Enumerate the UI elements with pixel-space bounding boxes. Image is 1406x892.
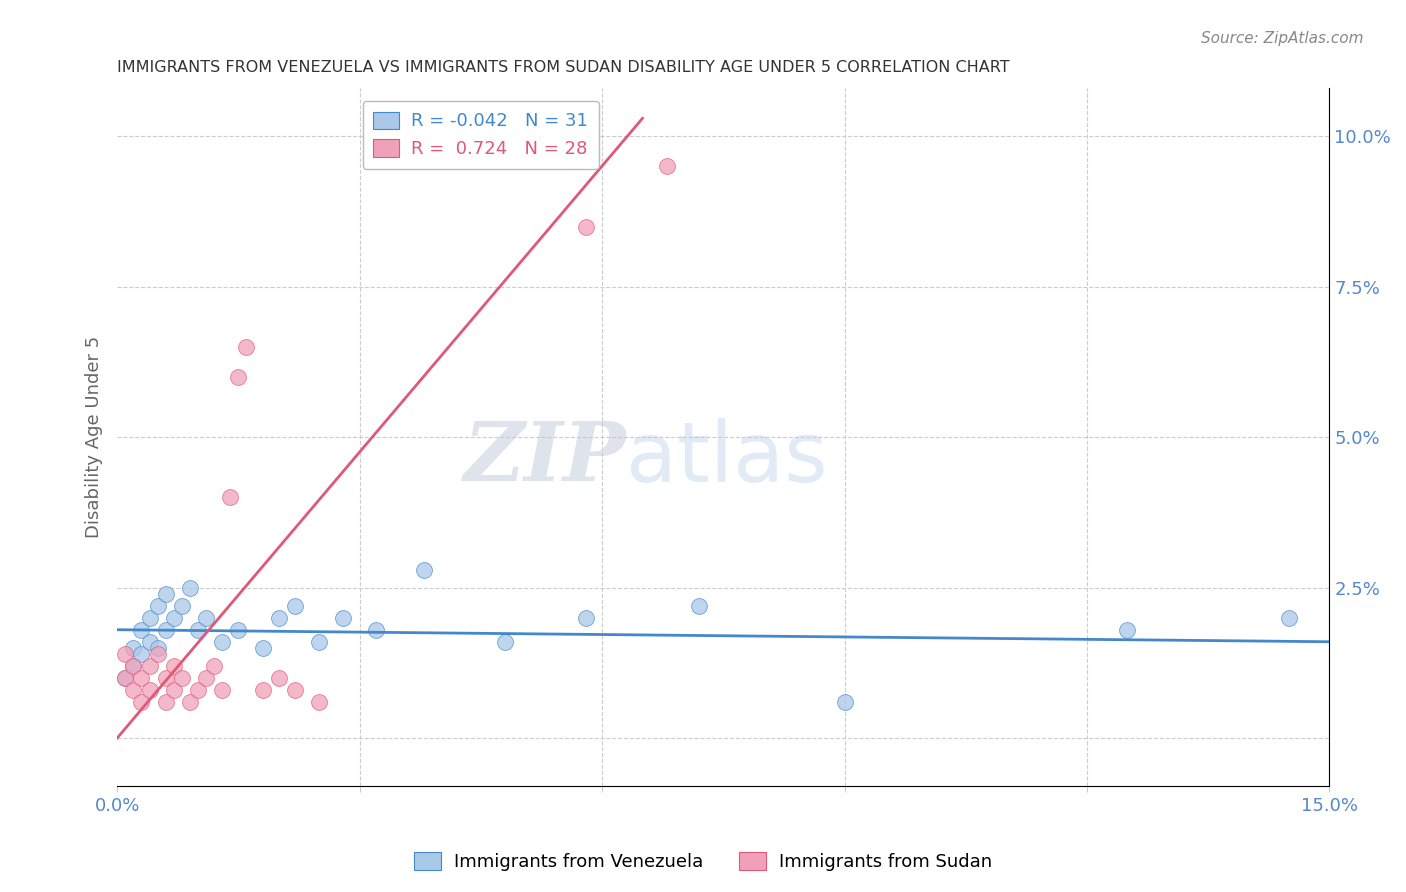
Point bbox=[170, 599, 193, 613]
Point bbox=[122, 682, 145, 697]
Point bbox=[163, 610, 186, 624]
Point bbox=[219, 491, 242, 505]
Point bbox=[655, 160, 678, 174]
Point bbox=[146, 640, 169, 655]
Point bbox=[202, 658, 225, 673]
Text: Source: ZipAtlas.com: Source: ZipAtlas.com bbox=[1201, 31, 1364, 46]
Point bbox=[575, 219, 598, 234]
Point bbox=[332, 610, 354, 624]
Point bbox=[364, 623, 387, 637]
Point bbox=[122, 658, 145, 673]
Point bbox=[575, 610, 598, 624]
Point bbox=[155, 671, 177, 685]
Point bbox=[131, 695, 153, 709]
Point bbox=[252, 640, 274, 655]
Point bbox=[308, 634, 330, 648]
Text: ZIP: ZIP bbox=[464, 418, 626, 498]
Point bbox=[179, 695, 201, 709]
Point bbox=[155, 586, 177, 600]
Point bbox=[211, 634, 233, 648]
Point bbox=[267, 610, 290, 624]
Point bbox=[138, 610, 160, 624]
Text: IMMIGRANTS FROM VENEZUELA VS IMMIGRANTS FROM SUDAN DISABILITY AGE UNDER 5 CORREL: IMMIGRANTS FROM VENEZUELA VS IMMIGRANTS … bbox=[117, 60, 1010, 75]
Point bbox=[195, 610, 218, 624]
Point bbox=[138, 658, 160, 673]
Point bbox=[122, 658, 145, 673]
Point bbox=[146, 599, 169, 613]
Point bbox=[131, 623, 153, 637]
Point bbox=[114, 671, 136, 685]
Point bbox=[1278, 610, 1301, 624]
Point bbox=[114, 671, 136, 685]
Point bbox=[163, 682, 186, 697]
Point bbox=[284, 599, 307, 613]
Point bbox=[170, 671, 193, 685]
Point bbox=[146, 647, 169, 661]
Y-axis label: Disability Age Under 5: Disability Age Under 5 bbox=[86, 336, 103, 539]
Point bbox=[163, 658, 186, 673]
Point bbox=[155, 695, 177, 709]
Legend: Immigrants from Venezuela, Immigrants from Sudan: Immigrants from Venezuela, Immigrants fr… bbox=[406, 846, 1000, 879]
Point bbox=[155, 623, 177, 637]
Point bbox=[1116, 623, 1139, 637]
Point bbox=[138, 634, 160, 648]
Point bbox=[195, 671, 218, 685]
Point bbox=[228, 623, 250, 637]
Point bbox=[494, 634, 516, 648]
Point bbox=[131, 671, 153, 685]
Point bbox=[187, 682, 209, 697]
Legend: R = -0.042   N = 31, R =  0.724   N = 28: R = -0.042 N = 31, R = 0.724 N = 28 bbox=[363, 101, 599, 169]
Point bbox=[122, 640, 145, 655]
Point bbox=[235, 340, 257, 354]
Point bbox=[834, 695, 856, 709]
Point bbox=[252, 682, 274, 697]
Point bbox=[267, 671, 290, 685]
Point bbox=[187, 623, 209, 637]
Point bbox=[114, 647, 136, 661]
Point bbox=[138, 682, 160, 697]
Point bbox=[131, 647, 153, 661]
Point bbox=[308, 695, 330, 709]
Text: atlas: atlas bbox=[626, 417, 828, 499]
Point bbox=[688, 599, 710, 613]
Point bbox=[413, 563, 436, 577]
Point bbox=[179, 581, 201, 595]
Point bbox=[228, 370, 250, 384]
Point bbox=[211, 682, 233, 697]
Point bbox=[284, 682, 307, 697]
